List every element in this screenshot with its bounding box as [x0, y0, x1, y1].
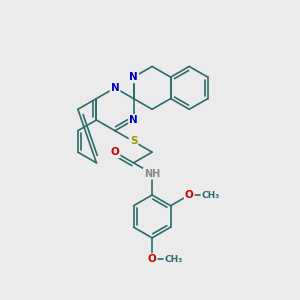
Text: O: O — [111, 147, 119, 157]
Text: O: O — [185, 190, 194, 200]
Text: CH₃: CH₃ — [202, 190, 220, 200]
Text: N: N — [129, 72, 138, 82]
Text: O: O — [148, 254, 157, 264]
Text: CH₃: CH₃ — [164, 255, 183, 264]
Text: N: N — [129, 115, 138, 125]
Text: NH: NH — [144, 169, 160, 178]
Text: S: S — [130, 136, 137, 146]
Text: N: N — [111, 83, 119, 93]
